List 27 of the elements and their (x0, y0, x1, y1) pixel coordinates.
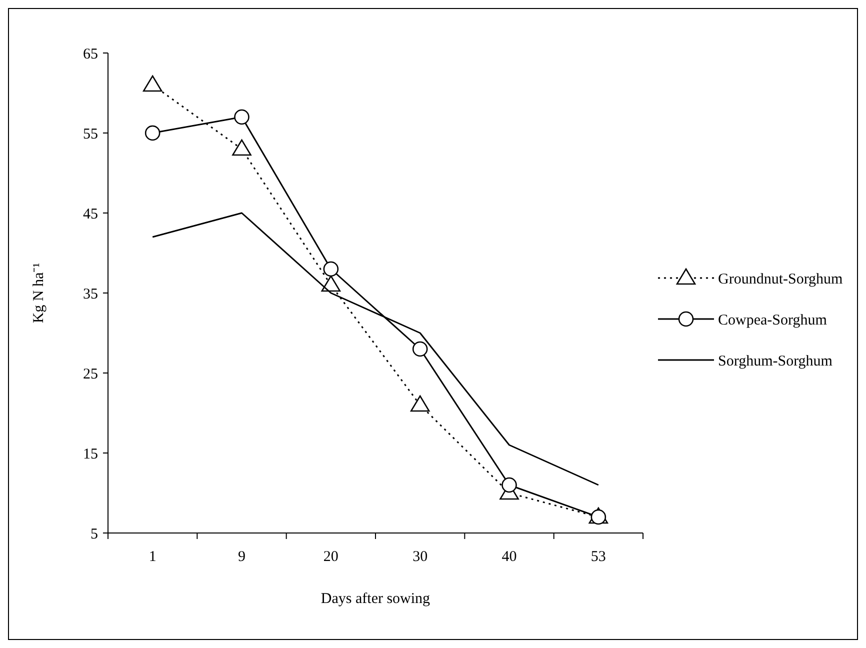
point (232, 139, 252, 156)
legend-label: Cowpea-Sorghum (718, 312, 828, 328)
x-tick-label: 53 (590, 549, 606, 565)
x-tick-label: 40 (502, 549, 517, 565)
x-tick-label: 9 (238, 549, 246, 565)
y-tick-label: 5 (90, 526, 98, 542)
point (234, 109, 250, 125)
point (144, 125, 160, 141)
point (410, 395, 430, 412)
legend-label: Sorghum-Sorghum (718, 353, 833, 370)
point (142, 75, 162, 92)
point (321, 275, 341, 292)
x-axis-title: Days after sowing (320, 591, 431, 607)
point (502, 477, 517, 493)
legend-label: Groundnut-Sorghum (718, 271, 844, 288)
y-tick-label: 65 (83, 46, 98, 62)
y-tick-label: 35 (83, 286, 98, 302)
y-tick-label: 25 (83, 366, 98, 382)
y-tick-label: 55 (83, 126, 98, 142)
x-tick-label: 1 (148, 549, 156, 565)
y-tick-label: 15 (83, 446, 98, 462)
point (323, 261, 339, 277)
y-tick-label: 45 (83, 206, 98, 222)
x-tick-label: 30 (412, 549, 428, 565)
x-tick-label: 20 (323, 549, 338, 565)
y-axis-title: Kg N ha⁻¹ (31, 262, 47, 324)
point (412, 341, 428, 357)
